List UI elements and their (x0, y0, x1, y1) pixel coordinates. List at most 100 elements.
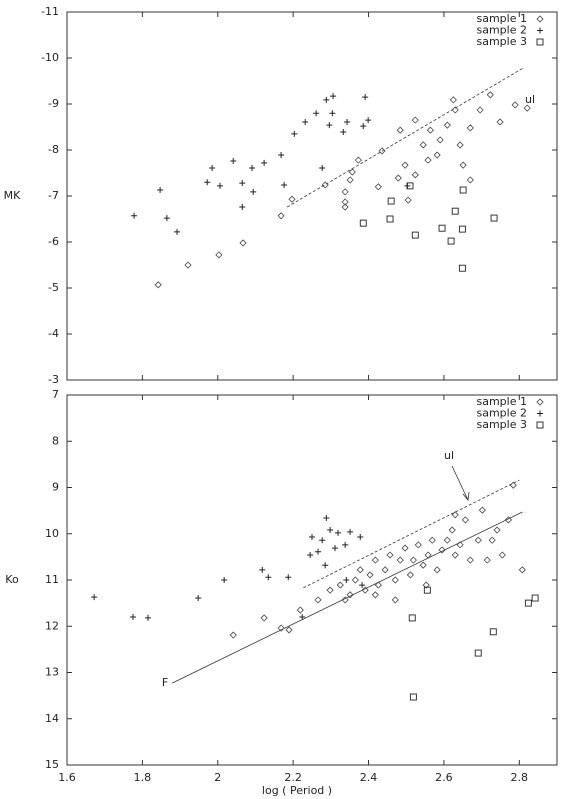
fit-line (286, 67, 524, 208)
point (406, 571, 414, 579)
legend-label: sample 2 (477, 407, 528, 420)
point (476, 106, 484, 114)
legend-marker (536, 15, 544, 23)
point (163, 215, 170, 222)
point (204, 179, 211, 186)
point (409, 693, 417, 701)
point (174, 228, 181, 235)
line-label: F (162, 676, 168, 689)
point (195, 595, 202, 602)
point (458, 225, 466, 233)
legend-marker (536, 38, 544, 46)
point (391, 596, 399, 604)
point (396, 556, 404, 564)
point (448, 526, 456, 534)
point (509, 481, 517, 489)
point (361, 586, 369, 594)
y-tick-label: -3 (48, 373, 59, 386)
point (309, 533, 315, 540)
point (362, 94, 369, 101)
point (449, 96, 457, 104)
point (459, 186, 467, 194)
point (483, 556, 491, 564)
point (278, 152, 285, 159)
point (498, 551, 506, 559)
point (184, 261, 192, 269)
point (478, 506, 486, 514)
point (409, 556, 417, 564)
legend-marker (537, 410, 543, 417)
point (438, 224, 446, 232)
point (215, 251, 223, 259)
point (327, 527, 334, 534)
point (336, 581, 344, 589)
point (239, 204, 246, 211)
point (426, 126, 434, 134)
legend-label: sample 2 (477, 24, 528, 37)
legend-marker (536, 398, 544, 406)
point (424, 551, 432, 559)
point (129, 614, 136, 620)
point (285, 574, 292, 581)
point (341, 188, 349, 196)
point (343, 577, 350, 583)
legend-marker (536, 421, 544, 429)
point (451, 106, 459, 114)
y-tick-label: -11 (41, 5, 59, 18)
point (386, 551, 394, 559)
point (451, 207, 459, 215)
x-tick-label: 2 (214, 771, 221, 784)
x-tick-label: 1.6 (58, 771, 76, 784)
point (344, 118, 351, 125)
point (341, 596, 349, 604)
point (322, 562, 329, 569)
point (401, 544, 409, 552)
point (422, 581, 430, 589)
point (411, 171, 419, 179)
point (261, 159, 268, 166)
x-tick-label: 2.2 (284, 771, 302, 784)
point (91, 594, 98, 601)
point (456, 541, 464, 549)
point (230, 158, 237, 165)
point (154, 281, 162, 289)
point (524, 599, 532, 607)
y-tick-label: -6 (48, 235, 59, 248)
point (486, 91, 494, 99)
y-axis-label: Ko (5, 573, 19, 586)
x-tick-label: 2.4 (360, 771, 378, 784)
point (466, 124, 474, 132)
point (391, 576, 399, 584)
y-tick-label: 11 (45, 573, 59, 586)
point (346, 176, 354, 184)
point (217, 182, 224, 189)
point (357, 533, 364, 540)
point (341, 198, 349, 206)
y-tick-label: -7 (48, 189, 59, 202)
point (281, 181, 288, 188)
point (359, 582, 366, 589)
x-tick-label: 2.8 (511, 771, 529, 784)
point (423, 586, 431, 594)
point (360, 123, 367, 130)
y-tick-label: 9 (52, 481, 59, 494)
point (307, 552, 314, 559)
x-tick-label: 2.6 (435, 771, 453, 784)
point (335, 529, 342, 536)
point (518, 566, 526, 574)
point (456, 141, 464, 149)
point (326, 122, 333, 129)
x-tick-label: 1.8 (134, 771, 152, 784)
point (229, 631, 237, 639)
point (433, 566, 441, 574)
legend-label: sample 1 (477, 395, 528, 408)
y-tick-label: 7 (52, 388, 59, 401)
y-axis-label: MK (4, 189, 21, 202)
point (381, 566, 389, 574)
point (321, 181, 329, 189)
point (288, 195, 296, 203)
point (394, 174, 402, 182)
y-tick-label: 13 (45, 666, 59, 679)
y-tick-label: -9 (48, 97, 59, 110)
